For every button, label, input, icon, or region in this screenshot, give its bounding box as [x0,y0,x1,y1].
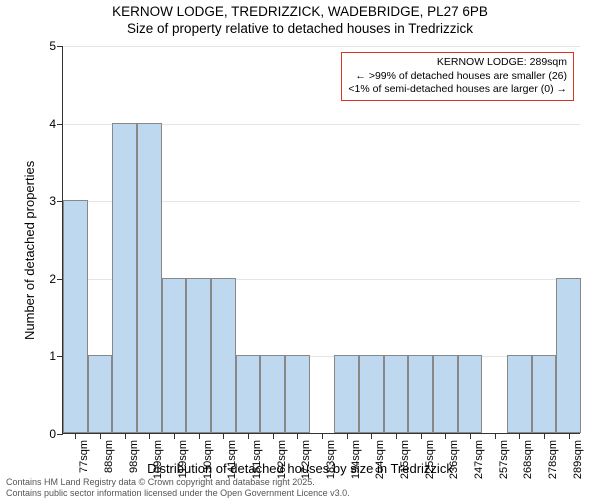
histogram-bar [112,123,137,433]
y-axis-label: Number of detached properties [22,161,37,340]
annotation-box: KERNOW LODGE: 289sqm ← >99% of detached … [341,52,574,101]
annotation-line-2: ← >99% of detached houses are smaller (2… [348,70,567,84]
x-tick [396,433,397,439]
y-tick [57,434,63,435]
histogram-bar [532,355,557,433]
x-tick-label: 257sqm [498,440,510,479]
x-tick [470,433,471,439]
histogram-bar [63,200,88,433]
histogram-bar [556,278,581,433]
x-tick [199,433,200,439]
x-tick-label: 88sqm [103,440,115,473]
histogram-bar [211,278,236,433]
x-tick-label: 236sqm [448,440,460,479]
x-tick-label: 215sqm [399,440,411,479]
histogram-bar [137,123,162,433]
x-tick [273,433,274,439]
histogram-bar [260,355,285,433]
histogram-bar [384,355,409,433]
x-tick [125,433,126,439]
x-tick-label: 141sqm [226,440,238,479]
x-tick [371,433,372,439]
x-tick [75,433,76,439]
x-tick [569,433,570,439]
footer-attribution: Contains HM Land Registry data © Crown c… [6,477,350,498]
chart-title: KERNOW LODGE, TREDRIZZICK, WADEBRIDGE, P… [0,4,600,38]
histogram-bar [186,278,211,433]
histogram-bar [359,355,384,433]
x-tick-label: 119sqm [177,440,189,478]
x-tick [100,433,101,439]
x-tick-label: 98sqm [128,440,140,473]
title-line-1: KERNOW LODGE, TREDRIZZICK, WADEBRIDGE, P… [0,4,600,21]
x-tick-label: 183sqm [325,440,337,479]
y-tick-label: 2 [32,272,56,286]
x-tick-label: 278sqm [547,440,559,479]
x-tick [445,433,446,439]
x-tick-label: 162sqm [276,440,288,479]
x-tick-label: 289sqm [572,440,584,479]
chart-container: KERNOW LODGE, TREDRIZZICK, WADEBRIDGE, P… [0,0,600,500]
x-tick [544,433,545,439]
x-tick-label: 225sqm [424,440,436,479]
x-tick-label: 172sqm [300,440,312,479]
histogram-bar [162,278,187,433]
x-tick-label: 77sqm [78,440,90,473]
y-tick-label: 5 [32,39,56,53]
x-tick [347,433,348,439]
histogram-bar [334,355,359,433]
histogram-bar [433,355,458,433]
histogram-bar [507,355,532,433]
y-tick-label: 3 [32,194,56,208]
gridline [63,46,580,47]
x-tick-label: 130sqm [202,440,214,479]
footer-line-2: Contains public sector information licen… [6,488,350,498]
histogram-bar [458,355,483,433]
x-tick [495,433,496,439]
y-tick-label: 0 [32,427,56,441]
histogram-bar [408,355,433,433]
x-tick [248,433,249,439]
x-tick-label: 247sqm [473,440,485,479]
annotation-line-3: <1% of semi-detached houses are larger (… [348,83,567,97]
histogram-bar [88,355,113,433]
histogram-bar [236,355,261,433]
x-tick [223,433,224,439]
histogram-bar [285,355,310,433]
annotation-line-1: KERNOW LODGE: 289sqm [348,56,567,70]
plot-area: KERNOW LODGE: 289sqm ← >99% of detached … [62,46,580,434]
y-tick-label: 1 [32,349,56,363]
x-tick-label: 194sqm [350,440,362,479]
x-tick-label: 151sqm [251,440,263,479]
y-tick-label: 4 [32,117,56,131]
x-tick [174,433,175,439]
x-tick-label: 109sqm [152,440,164,479]
x-tick-label: 268sqm [522,440,534,479]
y-tick [57,124,63,125]
x-tick [149,433,150,439]
x-tick-label: 204sqm [374,440,386,479]
x-tick [322,433,323,439]
y-tick [57,46,63,47]
footer-line-1: Contains HM Land Registry data © Crown c… [6,477,350,487]
x-tick [519,433,520,439]
x-tick [297,433,298,439]
x-tick [421,433,422,439]
title-line-2: Size of property relative to detached ho… [0,21,600,38]
